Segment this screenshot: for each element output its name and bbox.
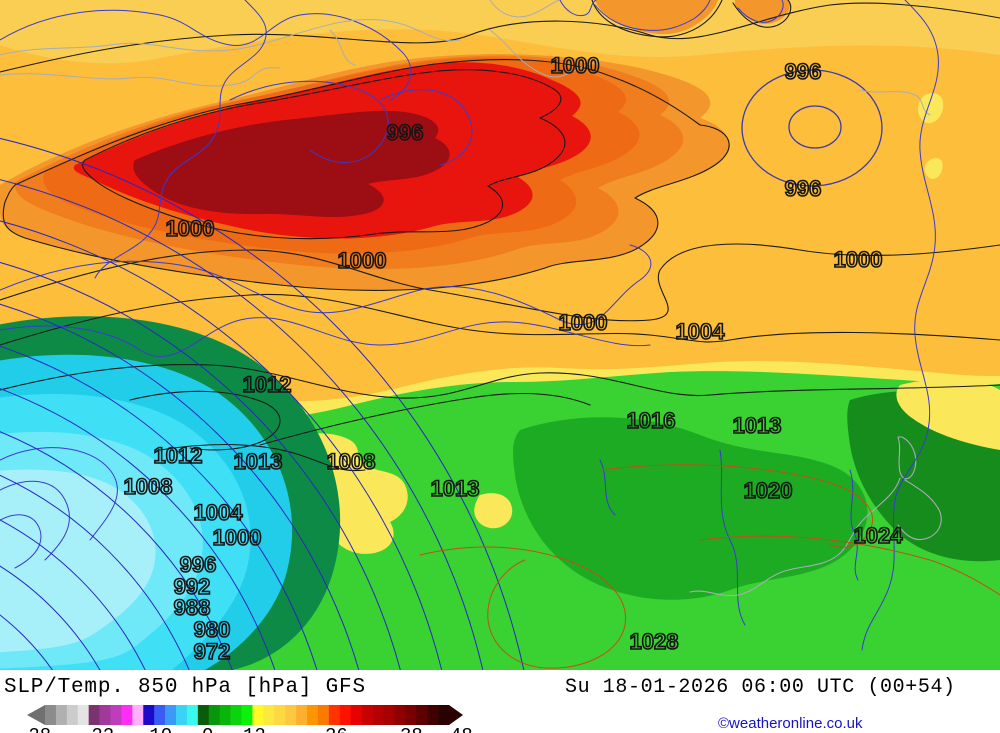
svg-text:996: 996 [785,59,822,84]
svg-text:1000: 1000 [559,310,608,335]
svg-text:1008: 1008 [124,474,173,499]
svg-text:996: 996 [785,176,822,201]
svg-text:1000: 1000 [338,248,387,273]
svg-text:1008: 1008 [327,449,376,474]
svg-text:1012: 1012 [154,443,203,468]
svg-text:1000: 1000 [551,53,600,78]
svg-text:996: 996 [387,120,424,145]
svg-text:1013: 1013 [431,476,480,501]
svg-text:1012: 1012 [243,372,292,397]
svg-text:1016: 1016 [627,408,676,433]
svg-text:1000: 1000 [213,525,262,550]
svg-text:1000: 1000 [834,247,883,272]
svg-text:1004: 1004 [194,500,244,525]
svg-text:972: 972 [194,639,231,664]
svg-text:1000: 1000 [166,216,215,241]
svg-text:1004: 1004 [676,319,726,344]
svg-text:1013: 1013 [234,449,283,474]
svg-text:1013: 1013 [733,413,782,438]
svg-text:1020: 1020 [744,478,793,503]
svg-text:1024: 1024 [854,523,904,548]
svg-text:1028: 1028 [630,629,679,654]
